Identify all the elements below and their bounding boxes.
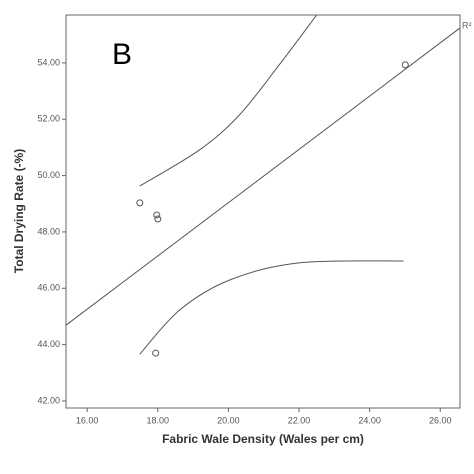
y-tick-label: 46.00 [37,283,60,293]
x-tick-label: 22.00 [288,415,311,425]
x-tick-label: 24.00 [358,415,381,425]
y-tick-label: 50.00 [37,170,60,180]
point [154,215,162,223]
panel-label: B [112,38,132,71]
x-tick-label: 18.00 [147,415,170,425]
confidence-band [139,260,404,355]
point [401,61,409,69]
point [136,199,144,207]
x-tick-label: 26.00 [429,415,452,425]
y-tick-label: 48.00 [37,226,60,236]
y-tick-label: 52.00 [37,114,60,124]
fit-line [66,27,460,326]
point [153,211,161,219]
y-tick-label: 54.00 [37,57,60,67]
x-axis-title: Fabric Wale Density (Wales per cm) [162,432,364,446]
y-tick-label: 42.00 [37,395,60,405]
x-tick-label: 16.00 [76,415,99,425]
y-axis-title: Total Drying Rate (-%) [12,149,26,273]
annotation: R² [462,20,472,30]
y-tick-label: 44.00 [37,339,60,349]
x-tick-label: 20.00 [217,415,240,425]
confidence-band [139,15,318,187]
point [152,349,160,357]
plot-frame [65,14,461,409]
